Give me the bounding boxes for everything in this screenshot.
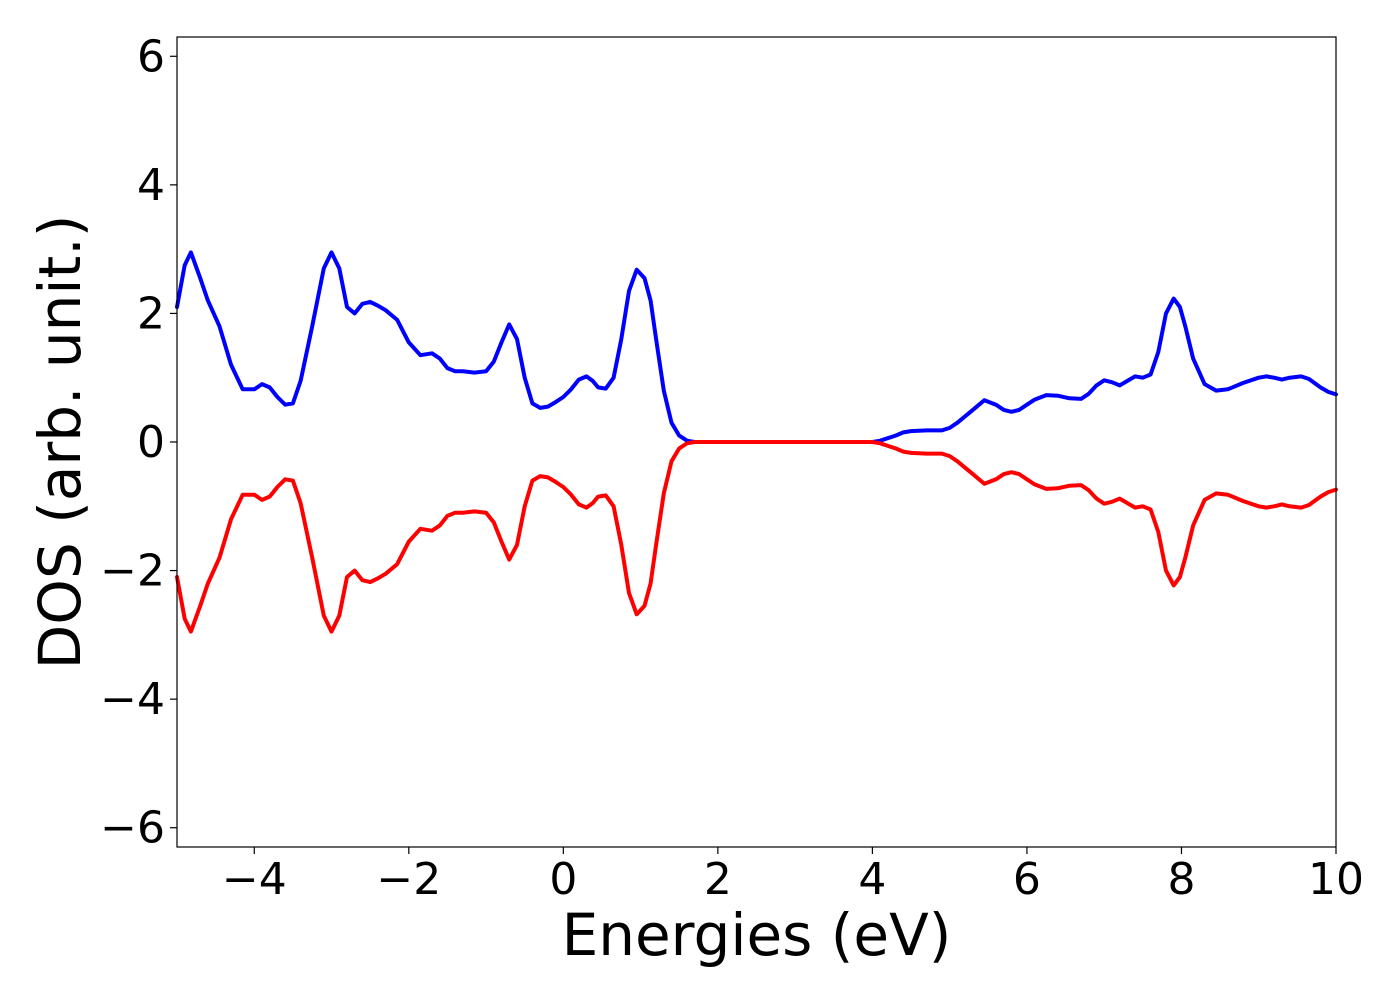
- y-tick-label: 6: [137, 31, 165, 82]
- x-axis-label: Energies (eV): [562, 901, 952, 969]
- series-layer: [175, 250, 1338, 634]
- y-tick-label: 0: [137, 417, 165, 468]
- y-axis-label: DOS (arb. unit.): [26, 215, 94, 670]
- y-tick-label: −2: [100, 546, 165, 597]
- x-tick-label: 8: [1167, 854, 1195, 905]
- y-tick-label: 2: [137, 288, 165, 339]
- x-tick-label: 0: [549, 854, 577, 905]
- series-line-2: [175, 440, 1338, 634]
- y-tick-label: −4: [100, 674, 165, 725]
- series-line-1: [175, 250, 1338, 444]
- x-tick-label: 6: [1013, 854, 1041, 905]
- x-tick-label: −4: [222, 854, 287, 905]
- y-tick-label: −6: [100, 803, 165, 854]
- x-tick-label: 10: [1308, 854, 1364, 905]
- x-tick-label: 4: [858, 854, 886, 905]
- x-tick-label: 2: [704, 854, 732, 905]
- y-tick-label: 4: [137, 160, 165, 211]
- ticks-layer: −4 −2 0 2 4 6 8 10 −6 −4 −2 0 2 4 6: [100, 31, 1364, 905]
- x-tick-label: −2: [376, 854, 441, 905]
